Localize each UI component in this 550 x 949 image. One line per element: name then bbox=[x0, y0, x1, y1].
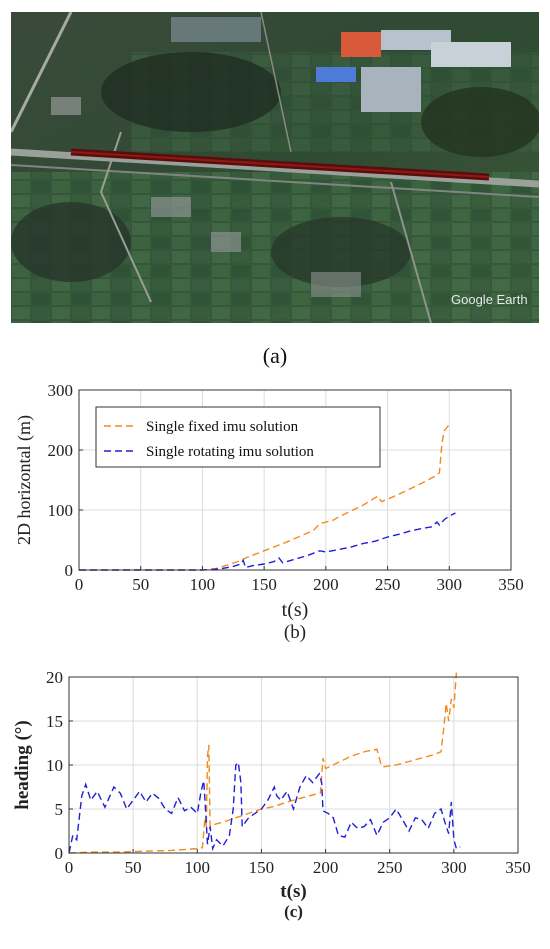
chart-c-xlabel: t(s) bbox=[280, 881, 306, 902]
chart-b-xtick-label-4: 200 bbox=[313, 575, 339, 594]
chart-b-ytick-label-3: 300 bbox=[48, 381, 74, 400]
chart-b-xlabel: t(s) bbox=[282, 599, 309, 621]
chart-c-ytick-label-3: 15 bbox=[46, 712, 63, 731]
chart-b-xtick-label-2: 100 bbox=[190, 575, 216, 594]
chart-c-xtick-label-7: 350 bbox=[505, 858, 531, 877]
chart-b-ylabel: 2D horizontal (m) bbox=[14, 415, 35, 545]
chart-b-caption: (b) bbox=[284, 622, 306, 643]
chart-b-ytick-label-2: 200 bbox=[48, 441, 74, 460]
chart-c-ytick-label-0: 0 bbox=[55, 844, 64, 863]
google-earth-watermark: Google Earth bbox=[451, 292, 528, 307]
chart-c-xtick-label-6: 300 bbox=[441, 858, 467, 877]
chart-b-ytick-label-1: 100 bbox=[48, 501, 74, 520]
chart-c-series-line-1 bbox=[68, 760, 461, 854]
chart-b-xtick-label-5: 250 bbox=[375, 575, 401, 594]
chart-b-legend-label-0: Single fixed imu solution bbox=[146, 419, 299, 435]
chart-b-legend-label-1: Single rotating imu solution bbox=[146, 444, 314, 460]
chart-b-xtick-label-0: 0 bbox=[75, 575, 84, 594]
chart-c-ytick-label-1: 5 bbox=[55, 800, 64, 819]
chart-c-xtick-label-1: 50 bbox=[125, 858, 142, 877]
aerial-map-image: Google Earth bbox=[11, 12, 539, 323]
chart-b-xtick-label-3: 150 bbox=[251, 575, 277, 594]
chart-c-caption: (c) bbox=[284, 902, 303, 921]
chart-c-xtick-label-3: 150 bbox=[249, 858, 275, 877]
chart-b-series-line-1 bbox=[79, 512, 456, 571]
chart-b-ytick-label-0: 0 bbox=[65, 561, 74, 580]
chart-c-series-line-0 bbox=[68, 672, 458, 854]
chart-b-legend bbox=[95, 406, 381, 468]
chart-c-xtick-label-2: 100 bbox=[185, 858, 211, 877]
chart-c-ytick-label-2: 10 bbox=[46, 756, 63, 775]
chart-b-xtick-label-7: 350 bbox=[498, 575, 524, 594]
chart-b-series-line-0 bbox=[79, 422, 452, 571]
chart-b-xtick-label-6: 300 bbox=[437, 575, 463, 594]
chart-c-ylabel: heading (°) bbox=[12, 720, 33, 809]
chart-b-xtick-label-1: 50 bbox=[132, 575, 149, 594]
chart-b: 0 50 100 150 200 250 300 350 0 100 200 300 t(s) 2D ho… bbox=[14, 381, 524, 643]
chart-c-xtick-label-0: 0 bbox=[65, 858, 74, 877]
chart-c-xtick-label-4: 200 bbox=[313, 858, 339, 877]
caption-a: (a) bbox=[262, 343, 288, 368]
chart-c-xtick-label-5: 250 bbox=[377, 858, 403, 877]
chart-c-ytick-label-4: 20 bbox=[46, 668, 63, 687]
chart-b-frame bbox=[78, 389, 512, 571]
chart-c: 0 50 100 150 200 250 300 350 0 5 10 15 20 t(s) heading… bbox=[12, 668, 531, 921]
